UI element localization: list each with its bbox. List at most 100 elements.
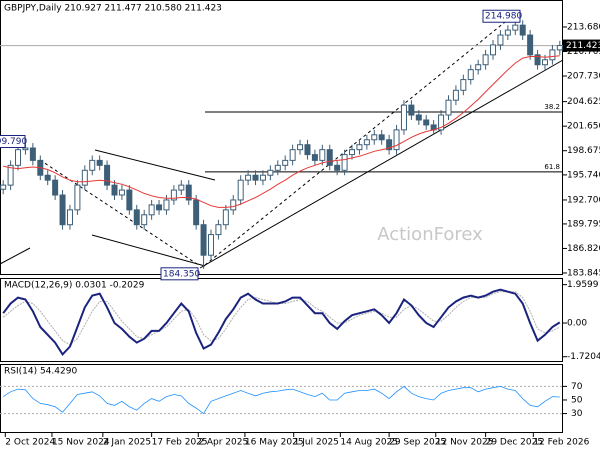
candle-body [245,174,252,181]
rsi-panel [0,364,563,433]
candle-body [415,114,422,121]
candle-body [475,64,482,71]
macd-panel [0,278,563,362]
candle-body [259,174,266,181]
candle-body [52,179,59,196]
candle-body [15,149,22,166]
current-price-tag [563,39,600,52]
y-tick-label: 213.680 [567,22,600,32]
moving-average [3,55,560,208]
candle-body [133,209,140,226]
candle-body [44,174,51,181]
x-tick-label: 15 Nov 2024 [52,438,110,448]
candle-body [311,154,318,161]
x-tick-label: 2 Apr 2025 [198,438,248,448]
rsi-tick-label: 70 [571,382,583,392]
x-tick-label: 16 May 2025 [245,438,304,448]
candle-body [467,69,474,81]
candle-body [490,44,497,56]
fib-label: 61.8 [544,163,560,171]
x-tick-label: 12 Feb 2026 [533,438,589,448]
candle-body [319,149,326,161]
candle-body [207,234,214,256]
candle-body [163,199,170,211]
candle-body [549,49,556,61]
candle-body [445,99,452,116]
y-tick-label: 183.845 [567,268,600,278]
candle-body [230,199,237,211]
candle-body [386,139,393,151]
macd-line [2,291,561,346]
candle-body [282,159,289,166]
candle-body [215,224,222,236]
x-tick-label: 12 Nov 2025 [436,438,494,448]
candle-body [408,104,415,116]
candle-body [393,129,400,151]
candle-body [334,164,341,171]
candle-body [289,149,296,161]
candle-body [74,184,81,211]
current-price-label: 211.423 [566,41,600,51]
macd-line [2,288,561,357]
y-tick-label: 210.705 [567,47,600,57]
y-tick-label: 204.625 [567,97,600,107]
price-annotation-label: 184.350 [163,269,200,279]
candle-body [148,204,155,216]
candle-body [7,164,14,186]
candle-body [126,189,133,211]
x-tick-label: 17 Feb 2025 [152,438,208,448]
candle-body [193,199,200,226]
candle-body [438,114,445,131]
candle-body [556,45,563,51]
y-tick-label: 189.795 [567,219,600,229]
candle-body [252,174,259,181]
x-tick-label: 29 Sep 2025 [389,438,446,448]
candle-body [371,134,378,141]
rsi-title: RSI(14) 54.4290 [4,367,77,377]
price-annotation-box [160,267,199,281]
candle-body [452,89,459,101]
x-tick-label: 2 Oct 2024 [5,438,55,448]
candle-body [22,147,29,151]
candle-body [89,159,96,171]
candle-body [400,104,407,131]
candle-body [29,147,36,161]
rsi-tick-label: 30 [571,409,583,419]
price-annotation-label: 214.980 [485,12,522,22]
candle-body [512,24,519,31]
candle-body [222,209,229,226]
fib-label: 38.2 [544,103,560,111]
rsi-line [2,385,560,415]
macd-tick-label: 0.00 [567,319,587,329]
candle-body [423,119,430,126]
candle-body [185,184,192,201]
candle-body [170,189,177,201]
candle-body [356,144,363,151]
candle-body [141,214,148,226]
rsi-tick-label: 50 [571,395,583,405]
candle-body [0,184,7,190]
x-tick-label: 1 Jul 2025 [294,438,339,448]
price-annotation-label: 199.790 [0,137,27,147]
candle-body [156,204,163,211]
candle-body [59,194,66,226]
candle-body [504,29,511,36]
candle-body [482,54,489,66]
trend-line-left [0,247,31,265]
candle-body [363,139,370,146]
candle-body [304,144,311,156]
candle-body [81,169,88,186]
candle-body [66,209,73,226]
y-tick-label: 198.675 [567,146,600,156]
chart-title: GBPJPY,Daily 210.927 211.477 210.580 211… [4,4,222,14]
candle-body [178,184,185,191]
price-annotation-box [482,9,521,23]
y-tick-label: 195.740 [567,170,600,180]
price-annotation-box [0,134,26,148]
candle-body [378,134,385,141]
candle-body [519,24,526,36]
candle-body [460,79,467,91]
candle-body [326,149,333,166]
